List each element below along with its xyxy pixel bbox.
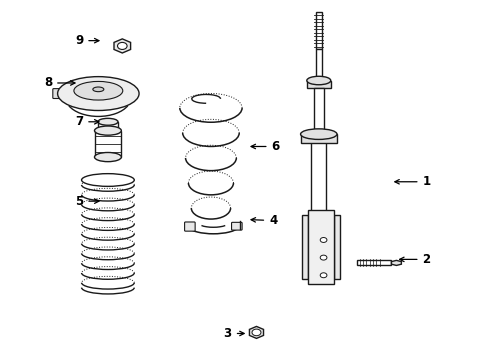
FancyBboxPatch shape [302,215,307,279]
Polygon shape [390,260,401,265]
Text: 2: 2 [399,253,430,266]
FancyBboxPatch shape [334,215,340,279]
Ellipse shape [306,76,330,85]
FancyBboxPatch shape [315,49,321,85]
Text: 6: 6 [250,140,279,153]
FancyBboxPatch shape [53,89,63,99]
Text: 7: 7 [75,115,99,128]
Circle shape [320,238,326,242]
Circle shape [320,273,326,278]
Ellipse shape [58,77,139,111]
FancyBboxPatch shape [313,87,324,139]
FancyBboxPatch shape [184,222,195,231]
Ellipse shape [94,126,121,135]
FancyBboxPatch shape [356,260,390,265]
FancyBboxPatch shape [306,81,330,87]
Ellipse shape [81,174,134,186]
FancyBboxPatch shape [310,141,326,212]
Polygon shape [249,327,263,338]
FancyBboxPatch shape [94,131,121,157]
Text: 9: 9 [75,34,99,47]
Polygon shape [114,39,130,53]
FancyBboxPatch shape [315,12,321,49]
Text: 3: 3 [223,327,244,340]
Text: 5: 5 [75,195,99,208]
Circle shape [320,255,326,260]
Text: 4: 4 [250,214,277,227]
FancyBboxPatch shape [300,134,336,143]
Text: 8: 8 [44,76,75,90]
Ellipse shape [74,81,122,100]
Ellipse shape [93,87,103,92]
FancyBboxPatch shape [307,210,334,284]
FancyBboxPatch shape [98,122,118,134]
Circle shape [117,42,127,49]
Circle shape [251,329,261,336]
Ellipse shape [94,153,121,162]
FancyBboxPatch shape [231,222,242,230]
Ellipse shape [98,118,118,125]
Text: 1: 1 [394,175,430,188]
Ellipse shape [300,129,336,139]
